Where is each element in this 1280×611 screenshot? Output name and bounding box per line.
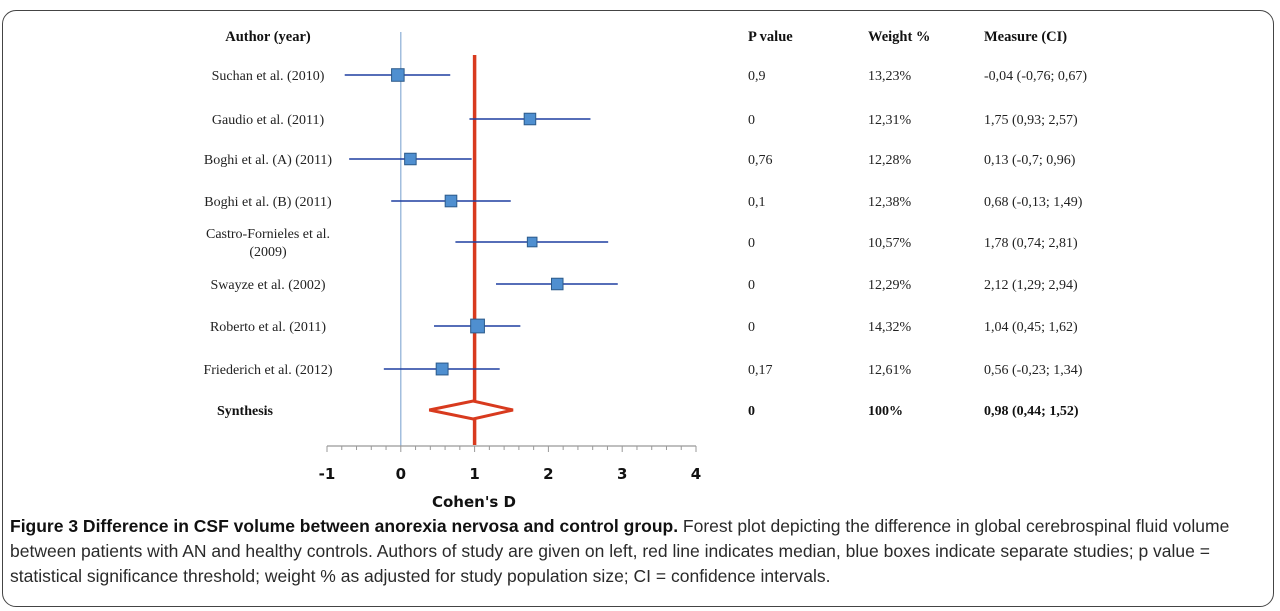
study-measure: 1,78 (0,74; 2,81): [984, 236, 1078, 251]
study-row: Castro-Fornieles et al. (2009) 0 10,57% 1,78…: [206, 227, 1078, 260]
x-tick-label: 2: [543, 465, 553, 483]
study-author: Roberto et al. (2011): [210, 320, 326, 335]
study-weight: 12,28%: [868, 153, 912, 168]
study-pvalue: 0: [748, 278, 755, 293]
reference-lines: [400, 32, 477, 446]
study-box: [435, 362, 449, 376]
study-author: Boghi et al. (B) (2011): [204, 195, 332, 210]
study-row: Suchan et al. (2010) 0,9 13,23% -0,04 (-0,7…: [212, 68, 1087, 84]
caption-text: Forest plot depicting the difference in …: [10, 516, 1230, 586]
study-measure: 1,75 (0,93; 2,57): [984, 113, 1078, 128]
study-measure: 0,56 (-0,23; 1,34): [984, 363, 1083, 378]
study-pvalue: 0,9: [748, 69, 766, 84]
x-axis: Cohen's D -1 0 1 2 3 4: [319, 445, 701, 511]
study-pvalue: 0: [748, 320, 755, 335]
synthesis-weight: 100%: [868, 404, 903, 419]
study-weight: 12,61%: [868, 363, 912, 378]
study-measure: 0,68 (-0,13; 1,49): [984, 195, 1083, 210]
x-tick-label: 4: [691, 465, 701, 483]
study-rows: Suchan et al. (2010) 0,9 13,23% -0,04 (-0,7…: [203, 68, 1087, 421]
study-pvalue: 0,76: [748, 153, 773, 168]
study-box: [404, 152, 417, 166]
x-tick-label: 0: [396, 465, 406, 483]
study-row: Swayze et al. (2002) 0 12,29% 2,12 (1,29; 2…: [210, 277, 1078, 293]
header-weight: Weight %: [868, 29, 930, 45]
study-row: Boghi et al. (B) (2011) 0,1 12,38% 0,68 (-0…: [204, 194, 1083, 210]
study-box: [444, 194, 458, 208]
study-author: Suchan et al. (2010): [212, 69, 325, 84]
study-author: Swayze et al. (2002): [210, 278, 325, 293]
study-row: Friederich et al. (2012) 0,17 12,61% 0,56 (…: [203, 362, 1083, 378]
study-weight: 12,29%: [868, 278, 912, 293]
study-weight: 13,23%: [868, 69, 912, 84]
study-author: Castro-Fornieles et al.: [206, 227, 330, 242]
study-pvalue: 0,17: [748, 363, 773, 378]
figure-caption: Figure 3 Difference in CSF volume betwee…: [10, 514, 1272, 589]
study-measure: 0,13 (-0,7; 0,96): [984, 153, 1076, 168]
caption-title: Figure 3 Difference in CSF volume betwee…: [10, 516, 679, 536]
study-weight: 10,57%: [868, 236, 912, 251]
study-measure: -0,04 (-0,76; 0,67): [984, 69, 1087, 84]
study-measure: 1,04 (0,45; 1,62): [984, 320, 1078, 335]
x-tick-label: -1: [319, 465, 336, 483]
study-author: Boghi et al. (A) (2011): [204, 153, 333, 168]
x-tick-label: 3: [617, 465, 627, 483]
header-pvalue: P value: [748, 29, 793, 45]
synthesis-diamond: [428, 399, 514, 421]
study-weight: 14,32%: [868, 320, 912, 335]
study-box: [550, 277, 564, 291]
study-weight: 12,38%: [868, 195, 912, 210]
study-box: [470, 318, 485, 334]
study-author: Friederich et al. (2012): [203, 363, 332, 378]
figure-frame: [2, 10, 1274, 607]
synthesis-label: Synthesis: [217, 404, 274, 419]
study-row: Roberto et al. (2011) 0 14,32% 1,04 (0,45; …: [210, 318, 1078, 335]
study-pvalue: 0: [748, 236, 755, 251]
header-author: Author (year): [225, 29, 311, 45]
study-pvalue: 0,1: [748, 195, 766, 210]
synthesis-pvalue: 0: [748, 404, 755, 419]
study-author: (2009): [249, 245, 287, 260]
study-weight: 12,31%: [868, 113, 912, 128]
study-box: [391, 68, 405, 82]
synthesis-measure: 0,98 (0,44; 1,52): [984, 404, 1079, 419]
x-axis-label: Cohen's D: [432, 493, 516, 511]
x-tick-label: 1: [469, 465, 479, 483]
study-box: [523, 112, 537, 126]
study-measure: 2,12 (1,29; 2,94): [984, 278, 1078, 293]
study-pvalue: 0: [748, 113, 755, 128]
study-author: Gaudio et al. (2011): [212, 113, 325, 128]
forest-plot: Author (year) P value Weight % Measure (…: [203, 29, 1087, 511]
study-row: Boghi et al. (A) (2011) 0,76 12,28% 0,13 (-…: [204, 152, 1076, 168]
study-box: [526, 236, 538, 248]
column-headers: Author (year) P value Weight % Measure (…: [225, 29, 1067, 45]
study-row: Gaudio et al. (2011) 0 12,31% 1,75 (0,93; 2…: [212, 112, 1078, 128]
header-measure: Measure (CI): [984, 29, 1067, 45]
synthesis-row: Synthesis 0 100% 0,98 (0,44; 1,52): [217, 399, 1079, 421]
